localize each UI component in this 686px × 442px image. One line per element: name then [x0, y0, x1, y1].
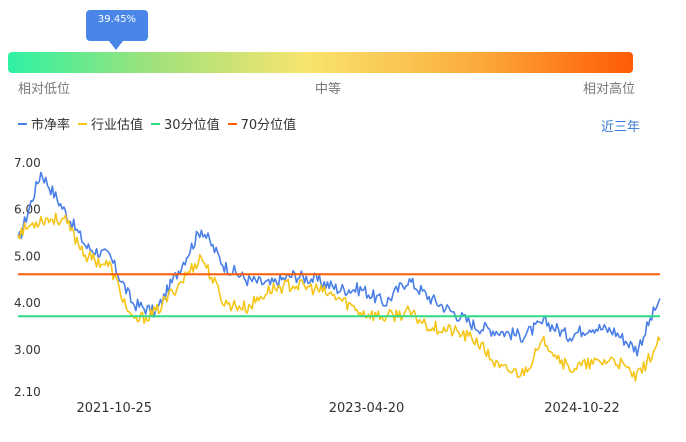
y-tick-label: 6.00	[14, 203, 41, 217]
gauge-label-low: 相对低位	[18, 82, 71, 97]
legend-label-p30: 30分位值	[164, 118, 220, 133]
legend-item-industry[interactable]: 行业估值	[78, 114, 143, 133]
x-tick-label: 2024-10-22	[544, 401, 620, 416]
gauge-label-high: 相对高位	[583, 82, 636, 97]
y-tick-label: 4.00	[14, 296, 41, 310]
y-tick-label: 3.00	[14, 343, 41, 357]
chart-legend: 市净率 行业估值 30分位值 70分位值	[18, 114, 296, 133]
y-tick-label: 5.00	[14, 249, 41, 263]
legend-swatch-industry	[78, 122, 88, 125]
y-tick-label: 2.10	[14, 385, 41, 399]
legend-item-pb[interactable]: 市净率	[18, 114, 70, 133]
x-tick-label: 2023-04-20	[329, 401, 405, 416]
legend-label-industry: 行业估值	[91, 118, 144, 133]
legend-swatch-p70	[227, 122, 237, 125]
y-tick-label: 7.00	[14, 156, 41, 170]
legend-swatch-p30	[151, 122, 161, 125]
gauge-label-mid: 中等	[315, 82, 342, 97]
percentile-label: 39.45%	[97, 14, 137, 25]
x-tick-label: 2021-10-25	[77, 401, 153, 416]
series-line-pb	[17, 171, 661, 357]
percentile-bubble: 39.45%	[86, 10, 148, 50]
legend-item-p30[interactable]: 30分位值	[151, 114, 220, 133]
legend-swatch-pb	[18, 122, 27, 125]
valuation-gradient-bar	[8, 52, 633, 73]
legend-label-pb: 市净率	[31, 118, 71, 133]
legend-label-p70: 70分位值	[240, 118, 297, 133]
series-line-industry	[17, 212, 661, 382]
legend-item-p70[interactable]: 70分位值	[227, 114, 297, 133]
range-selector-3y[interactable]: 近三年	[600, 120, 640, 135]
